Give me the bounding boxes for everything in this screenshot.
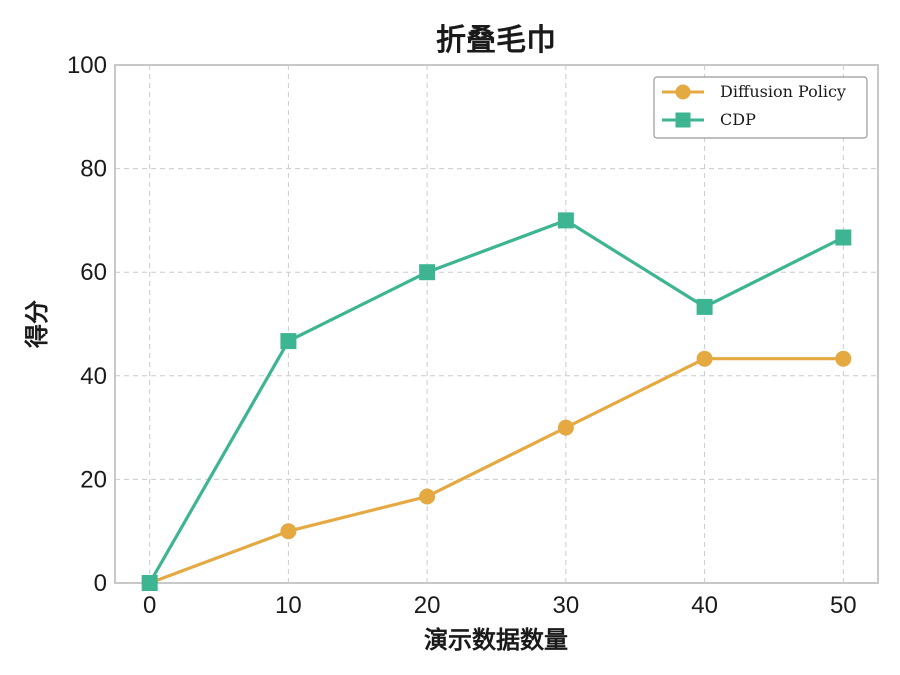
legend-item: Diffusion Policy — [662, 82, 846, 101]
legend: Diffusion Policy CDP — [653, 76, 868, 139]
series-line — [148, 218, 845, 584]
legend-item: CDP — [662, 110, 756, 129]
legend-marker — [675, 84, 691, 100]
y-tick-label: 60 — [80, 259, 107, 286]
legend-box — [653, 76, 868, 139]
grid — [115, 64, 878, 583]
series-cdp — [141, 212, 852, 591]
data-point — [557, 212, 574, 229]
legend-marker — [675, 112, 691, 128]
legend-label: CDP — [720, 110, 756, 129]
y-tick-label: 0 — [94, 570, 107, 597]
data-point — [835, 350, 852, 367]
series-layer — [141, 212, 852, 591]
x-tick-label: 40 — [691, 592, 718, 619]
y-tick-label: 40 — [80, 363, 107, 390]
data-point — [696, 350, 713, 367]
series-line — [149, 357, 844, 585]
x-tick-label: 20 — [414, 592, 441, 619]
x-tick-label: 30 — [553, 592, 580, 619]
y-tick-label: 100 — [67, 52, 107, 79]
tick-labels: 0 10 20 30 40 50 0 20 40 60 80 100 — [67, 52, 857, 619]
x-tick-label: 50 — [830, 592, 857, 619]
y-axis-label: 得分 — [22, 300, 51, 349]
data-point — [835, 229, 852, 246]
data-point — [280, 523, 297, 540]
x-tick-label: 0 — [143, 592, 156, 619]
x-tick-label: 10 — [275, 592, 302, 619]
data-point — [419, 264, 436, 281]
x-axis-label: 演示数据数量 — [424, 625, 568, 654]
legend-label: Diffusion Policy — [720, 82, 846, 101]
plot-frame — [114, 64, 879, 584]
y-tick-label: 20 — [80, 466, 107, 493]
chart-title: 折叠毛巾 — [436, 23, 556, 58]
data-point — [557, 419, 574, 436]
data-point — [419, 488, 436, 505]
data-point — [141, 575, 158, 591]
series-diffusion-policy — [141, 350, 852, 591]
data-point — [696, 298, 713, 315]
data-point — [280, 333, 297, 350]
y-tick-label: 80 — [80, 156, 107, 183]
